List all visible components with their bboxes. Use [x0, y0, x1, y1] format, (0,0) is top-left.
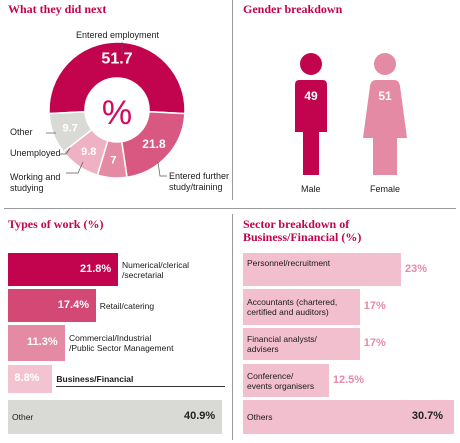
sector-bar-label-line: certified and auditors): [247, 307, 329, 317]
gender-chart: 49 51: [295, 53, 407, 175]
sector-bar: [243, 253, 401, 286]
types-bar-label-line: /Public Sector Management: [69, 343, 174, 353]
types-title: Types of work (%): [8, 217, 104, 231]
female-label: Female: [370, 184, 401, 194]
donut-value-unemployed: 9.8: [81, 146, 96, 158]
types-bar: [8, 365, 53, 393]
leader-working: [66, 161, 84, 174]
sector-bar-label: Financial analysts/advisers: [247, 334, 317, 354]
sector-bar: [243, 289, 360, 325]
sector-bar-label: Others: [247, 412, 273, 422]
callout-working: Working and studying: [10, 172, 60, 194]
types-bar-label-line: Numerical/clerical: [122, 259, 190, 270]
business-financial-underline: [56, 386, 225, 387]
sector-bar-label-line: Accountants (chartered,: [247, 297, 338, 307]
sector-bar: [243, 364, 329, 397]
sector-bar-label-line: Personnel/recruitment: [247, 258, 331, 268]
donut-value-other: 9.7: [63, 122, 78, 134]
leader-further: [157, 161, 167, 177]
sector-bar-value: 17%: [363, 337, 386, 349]
callout-other: Other: [10, 127, 33, 137]
sector-bar-label-line: Conference/: [247, 370, 294, 381]
sector-bar-label: Accountants (chartered, certified and aud…: [247, 297, 337, 317]
female-value: 51: [378, 89, 392, 103]
types-bar-label-line: Retail/catering: [99, 300, 155, 311]
female-body: [363, 80, 407, 175]
sector-bar-label: Conference/events organisers: [247, 371, 314, 391]
sector-bar-label-line: Financial analysts/: [247, 334, 317, 344]
types-bar-label-line: Business/Financial: [56, 374, 134, 384]
callout-further-line-2: study/training: [169, 182, 223, 192]
column-divider-top: [232, 0, 233, 200]
types-bar-value: 40.9%: [184, 410, 216, 422]
sector-bar-value: 30.7%: [411, 410, 444, 422]
donut-center-label: %: [102, 94, 132, 132]
donut-slice-employment: [48, 41, 186, 115]
types-bar-value: 17.4%: [57, 298, 89, 311]
callout-working-line-2: studying: [10, 183, 44, 193]
sector-bar-label: Personnel/recruitment: [247, 258, 330, 268]
donut-slice-other: [48, 110, 93, 153]
sector-bar: [243, 400, 454, 434]
male-figure-icon: 49: [295, 53, 327, 175]
sector-title-line-1: Sector breakdown of: [243, 217, 350, 231]
types-bar-label: Numerical/clerical/secretarial: [122, 260, 189, 280]
female-head: [374, 53, 396, 75]
donut-value-employment: 51.7: [101, 51, 132, 68]
donut-value-working-and-studying: 7: [110, 155, 116, 167]
sector-bar-value: 17%: [363, 300, 386, 312]
callout-further-line-1: Entered further: [169, 171, 230, 181]
callout-employment: Entered employment: [76, 30, 160, 40]
gender-title: Gender breakdown: [243, 2, 343, 16]
types-bar: [8, 289, 96, 322]
callout-working-line-1: Working and: [10, 172, 61, 182]
donut-title: What they did next: [8, 2, 107, 16]
male-body: [295, 80, 327, 175]
types-bar-value: 21.8%: [80, 262, 112, 275]
sector-bar-label-line: Others: [247, 412, 273, 422]
sector-bar-value: 12.5%: [332, 373, 365, 386]
male-value: 49: [304, 89, 318, 103]
female-figure-icon: 51: [363, 53, 407, 175]
male-head: [300, 53, 322, 75]
column-divider-bottom: [232, 214, 233, 440]
callout-unemployed: Unemployed: [10, 148, 61, 158]
types-bar-label: Commercial/Industrial/Public Sector Mana…: [69, 333, 173, 353]
types-bar-label-line: Commercial/Industrial: [69, 333, 152, 343]
types-bar-label: Retail/catering: [100, 301, 154, 311]
male-label: Male: [301, 184, 321, 194]
sector-bar: [243, 328, 360, 360]
types-bar-label-line: /secretarial: [122, 269, 164, 280]
types-bar-value: 8.8%: [14, 372, 40, 384]
sector-title-line-2: Business/Financial (%): [243, 230, 362, 244]
sector-bar-label-line: events organisers: [247, 380, 315, 391]
types-bar: [8, 400, 222, 434]
sector-bar-label-line: advisers: [247, 344, 279, 354]
sector-title: Sector breakdown of Business/Financial (…: [243, 218, 361, 244]
callout-further: Entered further study/training: [169, 171, 229, 193]
leader-unemployed: [60, 147, 71, 155]
donut-value-further-study: 21.8: [142, 137, 166, 151]
types-bar: [8, 325, 66, 361]
types-bar-value: 11.3%: [27, 336, 58, 348]
donut-chart: % 51.7 21.8 7 9.89.7: [46, 41, 186, 179]
types-bar-label: Other: [12, 412, 33, 422]
types-bar: [8, 253, 118, 286]
sector-bar-value: 23%: [405, 262, 428, 275]
section-divider: [4, 208, 456, 209]
types-bar-label-line: Other: [12, 412, 34, 422]
types-bar-label: Business/Financial: [56, 374, 133, 384]
